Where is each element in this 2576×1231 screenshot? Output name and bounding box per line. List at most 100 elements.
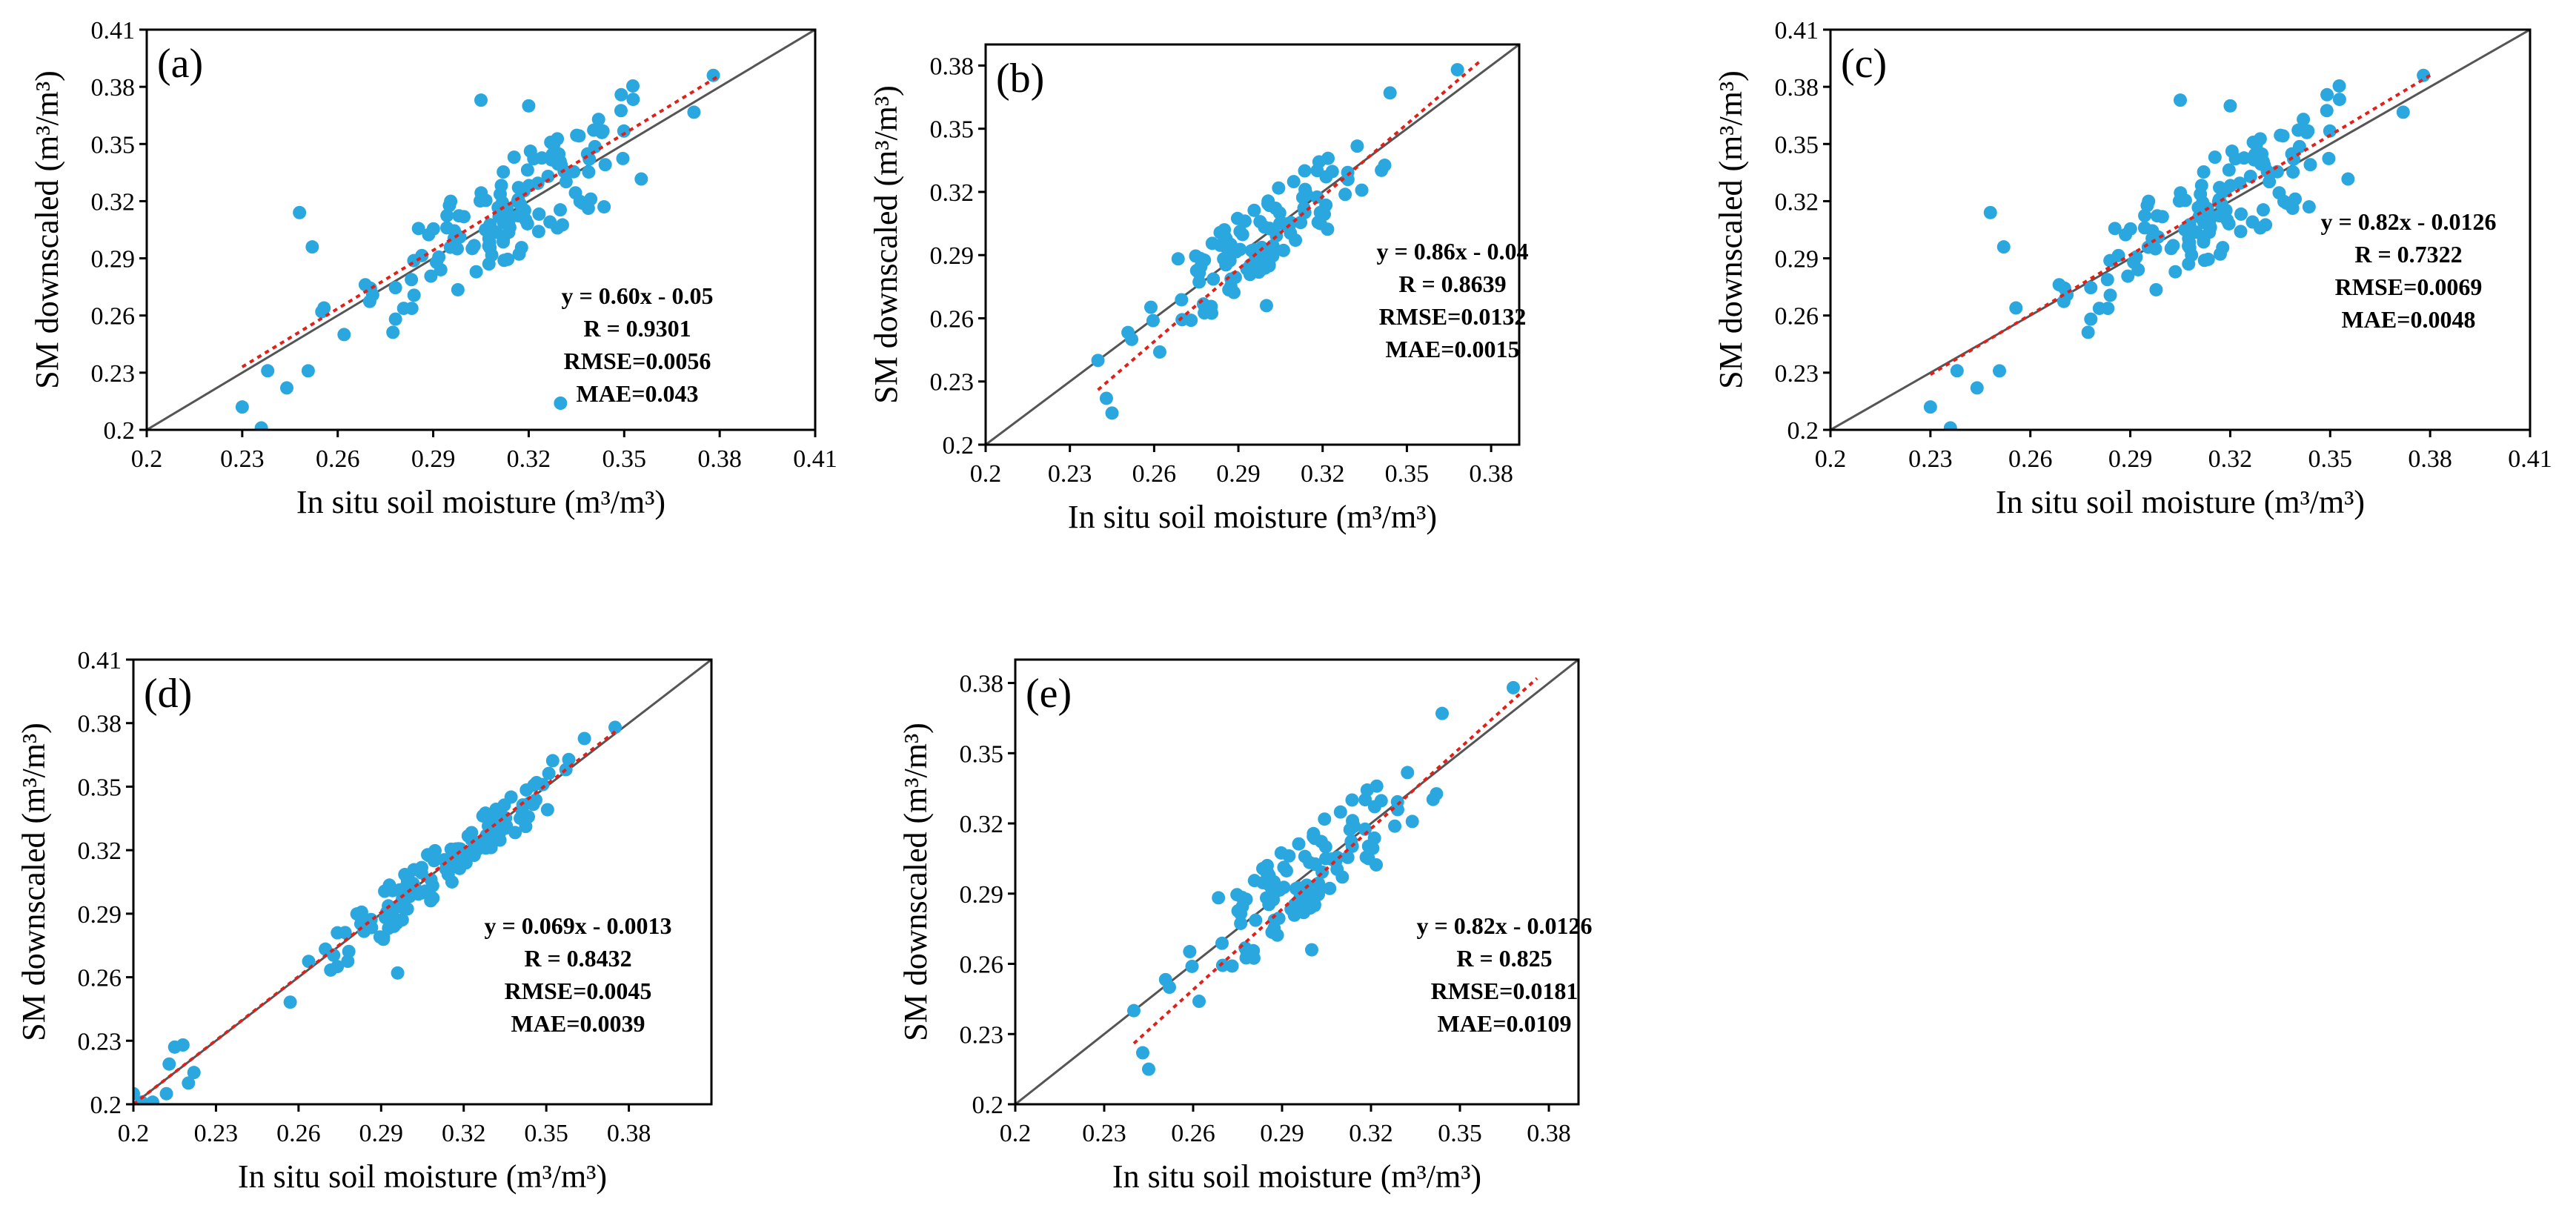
data-point — [2292, 139, 2306, 153]
data-point — [479, 829, 494, 843]
data-point — [626, 79, 640, 93]
data-point — [2182, 239, 2196, 253]
panel-label: (a) — [157, 41, 203, 87]
y-tick-label: 0.41 — [1775, 17, 1819, 44]
stat-line: MAE=0.043 — [577, 380, 699, 407]
y-tick-label: 0.26 — [1775, 303, 1819, 331]
data-point — [2332, 93, 2346, 107]
data-point — [582, 165, 596, 179]
data-point — [1216, 228, 1230, 242]
data-point — [2256, 203, 2270, 217]
data-point — [1323, 881, 1337, 895]
data-point — [2084, 281, 2098, 295]
data-point — [451, 282, 465, 296]
data-point — [1206, 272, 1221, 286]
data-point — [1311, 215, 1325, 229]
data-point — [424, 894, 438, 908]
data-point — [1507, 680, 1520, 694]
stat-line: RMSE=0.0045 — [505, 978, 652, 1004]
data-point — [1272, 216, 1287, 230]
data-point — [2168, 265, 2182, 279]
chart-svg: 0.2 0.23 0.26 0.29 0.32 0.35 0.38 0.2 0.23 0.26 0.… — [16, 647, 713, 1195]
y-tick-label: 0.23 — [91, 360, 136, 388]
data-point — [1171, 252, 1185, 266]
data-point — [1335, 870, 1350, 884]
data-point — [512, 247, 526, 261]
data-point — [554, 396, 568, 410]
data-point — [1204, 299, 1218, 313]
data-point — [502, 214, 516, 228]
stat-line: y = 0.86x - 0.04 — [1377, 238, 1529, 265]
data-point — [2178, 223, 2192, 237]
data-point — [2092, 302, 2106, 316]
data-point — [2140, 199, 2154, 213]
x-tick-label: 0.32 — [2208, 445, 2253, 473]
data-point — [1142, 1062, 1155, 1076]
stat-line: RMSE=0.0056 — [564, 348, 711, 374]
y-tick-label: 0.2 — [104, 417, 136, 445]
data-point — [146, 1095, 159, 1104]
data-point — [2320, 104, 2334, 118]
data-point — [159, 1086, 173, 1101]
data-point — [373, 930, 387, 944]
stat-line: MAE=0.0109 — [1438, 1010, 1572, 1037]
data-point — [1259, 299, 1273, 313]
data-point — [1238, 214, 1252, 228]
data-point — [504, 790, 518, 804]
data-point — [501, 252, 515, 266]
data-point — [1152, 345, 1166, 359]
data-point — [2119, 228, 2133, 242]
data-point — [570, 128, 584, 142]
data-point — [1300, 188, 1314, 202]
x-tick-label: 0.35 — [1385, 460, 1430, 488]
x-tick-label: 0.35 — [602, 445, 647, 473]
data-point — [1305, 943, 1318, 957]
y-tick-label: 0.38 — [930, 53, 975, 80]
data-point — [400, 902, 414, 916]
x-tick-label: 0.35 — [1438, 1120, 1482, 1147]
data-point — [482, 239, 496, 253]
stats-annotation: y = 0.60x - 0.05 R = 0.9301 RMSE=0.0056 MAE… — [562, 282, 714, 407]
data-point — [519, 213, 533, 227]
data-point — [1288, 897, 1302, 912]
x-tick-label: 0.29 — [359, 1120, 404, 1147]
data-point — [379, 911, 393, 925]
data-point — [2197, 235, 2211, 249]
x-tick-label: 0.2 — [1000, 1120, 1032, 1147]
data-point — [1246, 943, 1261, 958]
x-tick-label: 0.26 — [1171, 1120, 1215, 1147]
data-point — [425, 879, 439, 893]
data-point — [465, 826, 479, 840]
data-point — [1127, 1003, 1141, 1018]
data-point — [2150, 209, 2164, 223]
data-point — [2274, 128, 2288, 142]
data-point — [1314, 835, 1328, 849]
data-point — [405, 273, 419, 287]
data-point — [331, 960, 345, 974]
data-point — [1272, 181, 1286, 195]
x-tick-label: 0.32 — [442, 1120, 486, 1147]
data-point — [1345, 793, 1359, 807]
data-point — [2084, 312, 2098, 326]
x-tick-label: 0.26 — [276, 1120, 321, 1147]
data-point — [2214, 197, 2228, 211]
data-point — [479, 223, 493, 237]
data-point — [617, 124, 631, 138]
data-point — [1175, 293, 1189, 307]
data-point — [598, 158, 612, 172]
data-point — [1217, 252, 1231, 266]
stat-line: y = 0.60x - 0.05 — [562, 282, 714, 309]
data-point — [2259, 218, 2273, 232]
data-point — [2303, 158, 2317, 172]
data-point — [1192, 995, 1206, 1009]
data-point — [2166, 239, 2180, 253]
fit-line — [241, 74, 721, 368]
x-axis-title: In situ soil moisture (m³/m³) — [1112, 1158, 1481, 1195]
data-point — [531, 225, 545, 239]
data-point — [301, 364, 315, 378]
data-point — [587, 123, 601, 137]
data-point — [1308, 857, 1322, 872]
scatter-panel-c: 0.2 0.23 0.26 0.29 0.32 0.35 0.38 0.41 0.2 0.23 0.… — [1682, 0, 2572, 548]
data-point — [479, 841, 493, 855]
y-tick-label: 0.2 — [90, 1092, 122, 1119]
